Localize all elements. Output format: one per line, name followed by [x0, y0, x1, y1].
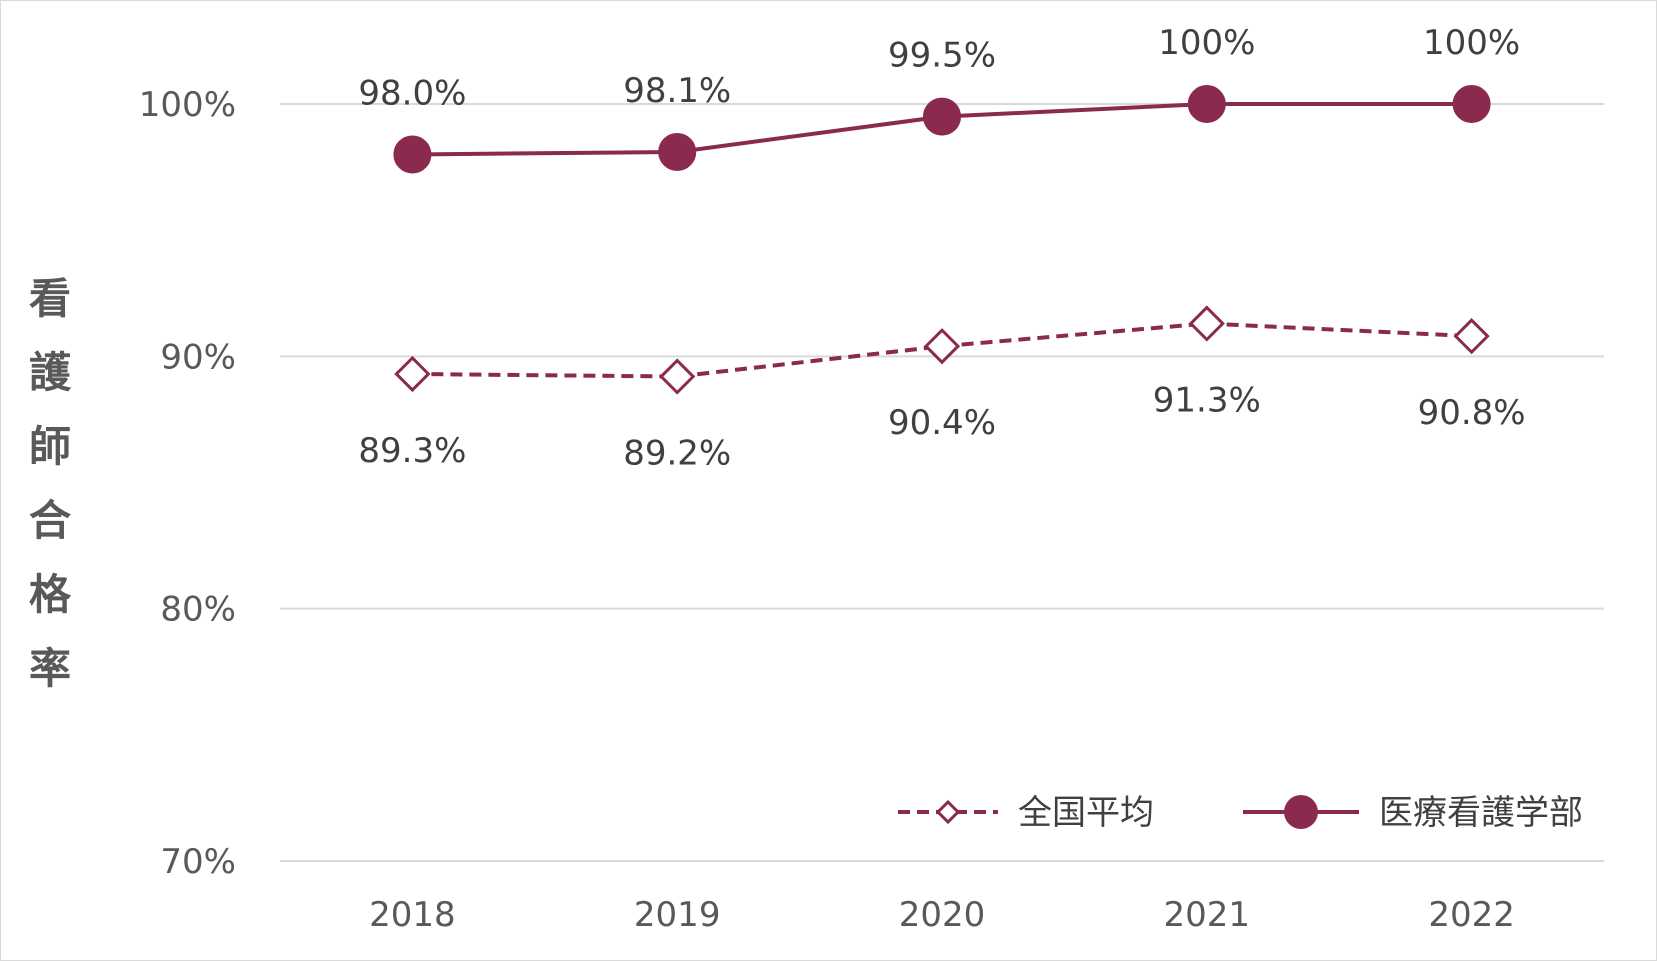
- x-axis-ticks: 2018 2019 2020 2021 2022: [369, 895, 1515, 935]
- x-tick-label: 2021: [1164, 895, 1251, 935]
- y-tick-label: 100%: [139, 85, 236, 125]
- legend-marker-diamond: [935, 799, 961, 825]
- legend: 全国平均 医療看護学部: [898, 793, 1583, 833]
- legend-label: 医療看護学部: [1379, 793, 1583, 833]
- y-tick-label: 70%: [160, 842, 236, 882]
- x-tick-label: 2022: [1428, 895, 1515, 935]
- data-label: 98.0%: [358, 73, 466, 113]
- data-point-circle: [393, 135, 432, 174]
- data-label: 99.5%: [888, 36, 996, 76]
- y-axis-ticks: 70% 80% 90% 100%: [139, 85, 236, 882]
- data-point-diamond: [1188, 305, 1225, 342]
- x-tick-label: 2020: [899, 895, 986, 935]
- data-point-circle: [658, 132, 697, 171]
- data-point-diamond: [923, 328, 961, 365]
- data-label: 90.8%: [1418, 393, 1526, 433]
- data-point-diamond: [394, 355, 431, 393]
- gridlines: [280, 103, 1604, 862]
- series: 89.3% 89.2% 90.4% 91.3% 90.8% 98.0% 98.1% 99.5%…: [358, 23, 1525, 474]
- y-tick-label: 80%: [160, 590, 236, 630]
- data-label: 89.2%: [623, 434, 731, 474]
- data-point-circle: [923, 97, 961, 136]
- x-tick-label: 2019: [634, 895, 721, 935]
- x-tick-label: 2018: [369, 895, 456, 935]
- legend-label: 全国平均: [1018, 793, 1154, 833]
- y-axis-title: 看護師合格率: [28, 274, 71, 693]
- y-tick-label: 90%: [160, 337, 236, 377]
- data-label: 91.3%: [1153, 381, 1261, 421]
- data-label: 100%: [1423, 23, 1520, 63]
- data-label: 100%: [1158, 23, 1255, 63]
- series-line-national-average: [412, 321, 1472, 379]
- legend-marker-circle: [1284, 795, 1318, 829]
- data-point-diamond: [659, 358, 696, 395]
- data-label: 90.4%: [888, 403, 996, 443]
- data-label: 98.1%: [623, 71, 731, 111]
- data-label: 89.3%: [358, 431, 466, 471]
- data-point-circle: [1187, 85, 1226, 123]
- data-point-diamond: [1453, 318, 1490, 355]
- data-point-circle: [1452, 85, 1491, 123]
